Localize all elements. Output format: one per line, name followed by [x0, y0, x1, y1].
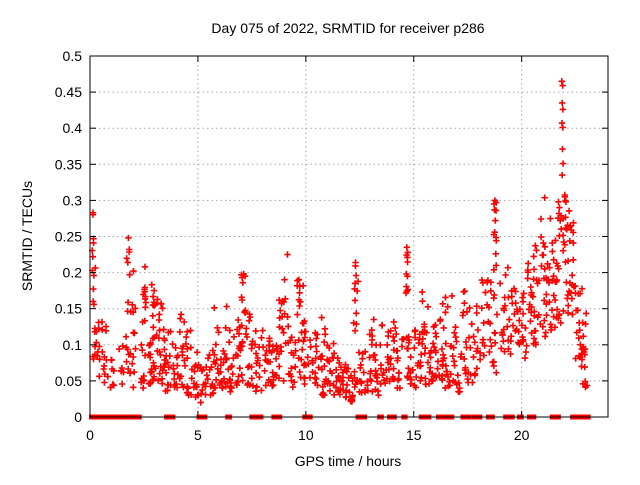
axis-ticks — [89, 55, 608, 418]
y-tick-label: 0 — [74, 409, 82, 425]
x-tick-label: 20 — [514, 427, 530, 443]
x-tick-label: 5 — [194, 427, 202, 443]
x-tick-labels: 0 5 10 15 20 — [86, 427, 530, 443]
y-tick-label: 0.5 — [63, 48, 83, 64]
y-tick-label: 0.25 — [55, 229, 82, 245]
y-tick-label: 0.15 — [55, 301, 82, 317]
y-tick-label: 0.2 — [63, 265, 83, 281]
chart-title: Day 075 of 2022, SRMTID for receiver p28… — [211, 20, 484, 36]
y-axis-label: SRMTID / TECUs — [19, 181, 35, 291]
y-tick-labels: 0 0.05 0.1 0.15 0.2 0.25 0.3 0.35 0.4 0.45 0.5 — [55, 48, 82, 425]
y-tick-label: 0.35 — [55, 156, 82, 172]
y-tick-label: 0.3 — [63, 192, 83, 208]
x-tick-label: 10 — [298, 427, 314, 443]
y-tick-label: 0.45 — [55, 84, 82, 100]
x-axis-label: GPS time / hours — [295, 453, 402, 469]
x-tick-label: 15 — [406, 427, 422, 443]
data-plus-markers — [89, 78, 591, 406]
scatter-points — [89, 78, 591, 406]
y-tick-label: 0.05 — [55, 373, 82, 389]
y-tick-label: 0.4 — [63, 120, 83, 136]
y-tick-label: 0.1 — [63, 337, 83, 353]
x-tick-label: 0 — [86, 427, 94, 443]
